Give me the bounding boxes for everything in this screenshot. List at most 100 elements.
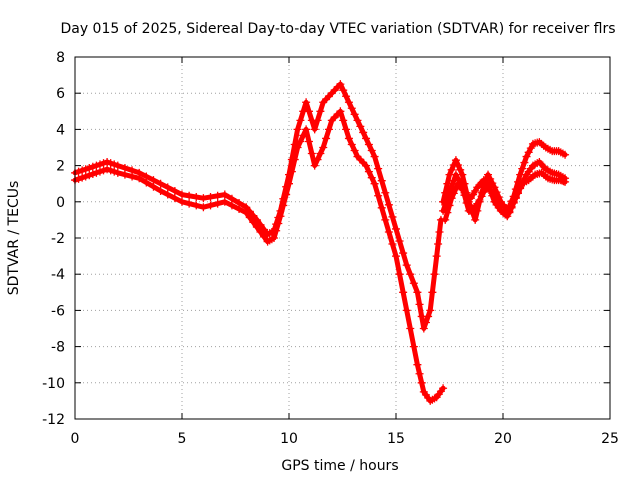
data-point-marker — [274, 219, 283, 228]
data-point-marker — [299, 131, 308, 140]
data-point-marker — [513, 189, 522, 198]
data-point-marker — [367, 173, 376, 182]
data-point-marker — [392, 224, 400, 233]
x-tick-label: 0 — [71, 431, 80, 447]
y-tick-label: 8 — [56, 50, 65, 66]
data-point-marker — [296, 116, 305, 125]
series-track-a — [71, 80, 445, 333]
data-point-marker — [347, 104, 356, 113]
data-point-marker — [316, 107, 325, 116]
data-point-marker — [561, 150, 570, 159]
data-point-marker — [103, 165, 112, 174]
data-point-marker — [227, 201, 236, 210]
data-point-marker — [220, 197, 229, 206]
data-point-marker — [399, 249, 408, 258]
y-tick-label: -6 — [51, 303, 65, 319]
x-tick-label: 5 — [178, 431, 187, 447]
data-point-marker — [99, 159, 108, 168]
data-point-marker — [95, 160, 104, 169]
data-point-marker — [339, 116, 348, 125]
data-point-marker — [449, 176, 458, 185]
x-tick-label: 10 — [280, 431, 298, 447]
data-point-marker — [319, 143, 328, 152]
data-point-marker — [561, 177, 570, 186]
data-point-marker — [477, 192, 486, 201]
data-point-marker — [364, 167, 373, 176]
data-point-marker — [392, 252, 400, 261]
data-point-marker — [415, 369, 424, 378]
data-point-marker — [449, 189, 458, 198]
data-point-marker — [213, 199, 222, 208]
data-point-marker — [192, 192, 201, 201]
data-point-marker — [388, 240, 397, 249]
data-point-marker — [78, 166, 87, 175]
data-point-marker — [432, 252, 441, 261]
data-point-marker — [149, 182, 158, 191]
data-point-marker — [456, 165, 465, 174]
data-point-marker — [316, 149, 325, 158]
x-tick-label: 25 — [601, 431, 619, 447]
data-point-marker — [524, 148, 533, 157]
y-axis-label: SDTVAR / TECUs — [6, 181, 22, 296]
data-point-marker — [304, 137, 313, 146]
data-point-marker — [384, 200, 393, 209]
data-point-marker — [402, 306, 411, 315]
data-point-marker — [256, 227, 265, 236]
data-point-marker — [178, 197, 186, 206]
data-point-marker — [353, 116, 362, 125]
data-point-marker — [445, 201, 454, 210]
data-point-marker — [296, 137, 305, 146]
data-point-marker — [518, 164, 527, 173]
data-point-marker — [350, 146, 359, 155]
data-point-marker — [384, 227, 393, 236]
data-point-marker — [78, 173, 87, 182]
data-point-marker — [163, 183, 172, 192]
data-point-marker — [310, 125, 319, 134]
data-point-marker — [419, 324, 428, 333]
data-point-marker — [282, 190, 291, 199]
data-point-marker — [245, 213, 254, 222]
data-point-marker — [370, 179, 379, 188]
data-point-marker — [302, 98, 311, 107]
data-point-marker — [110, 160, 119, 169]
data-point-marker — [507, 203, 516, 212]
data-point-marker — [421, 318, 430, 327]
data-point-marker — [435, 227, 444, 236]
data-point-marker — [417, 378, 426, 387]
data-point-marker — [272, 226, 281, 235]
chart-title: Day 015 of 2025, Sidereal Day-to-day VTE… — [60, 21, 615, 37]
data-point-marker — [163, 190, 172, 199]
data-point-marker — [199, 203, 208, 212]
data-point-marker — [511, 194, 520, 203]
data-point-marker — [178, 190, 186, 199]
y-tick-label: -4 — [51, 267, 65, 283]
data-point-marker — [310, 161, 319, 170]
data-point-marker — [434, 240, 443, 249]
data-point-marker — [409, 279, 418, 288]
data-point-marker — [526, 144, 535, 153]
data-point-marker — [399, 288, 408, 297]
data-point-marker — [451, 156, 460, 165]
data-point-marker — [293, 125, 302, 134]
data-point-marker — [362, 161, 371, 170]
data-point-marker — [213, 191, 222, 200]
data-point-marker — [406, 324, 415, 333]
data-point-marker — [447, 194, 456, 203]
data-point-marker — [313, 155, 322, 164]
data-point-marker — [451, 170, 460, 179]
data-point-marker — [430, 270, 439, 279]
data-point-marker — [377, 203, 386, 212]
data-point-marker — [322, 134, 331, 143]
data-point-marker — [128, 172, 137, 181]
y-tick-label: 6 — [56, 86, 65, 102]
series-layer — [71, 80, 570, 405]
data-point-marker — [304, 107, 313, 116]
grid-layer — [75, 57, 610, 419]
data-point-marker — [113, 168, 122, 177]
data-point-marker — [367, 146, 376, 155]
data-point-marker — [307, 149, 316, 158]
data-point-marker — [509, 199, 518, 208]
data-point-marker — [424, 312, 433, 321]
